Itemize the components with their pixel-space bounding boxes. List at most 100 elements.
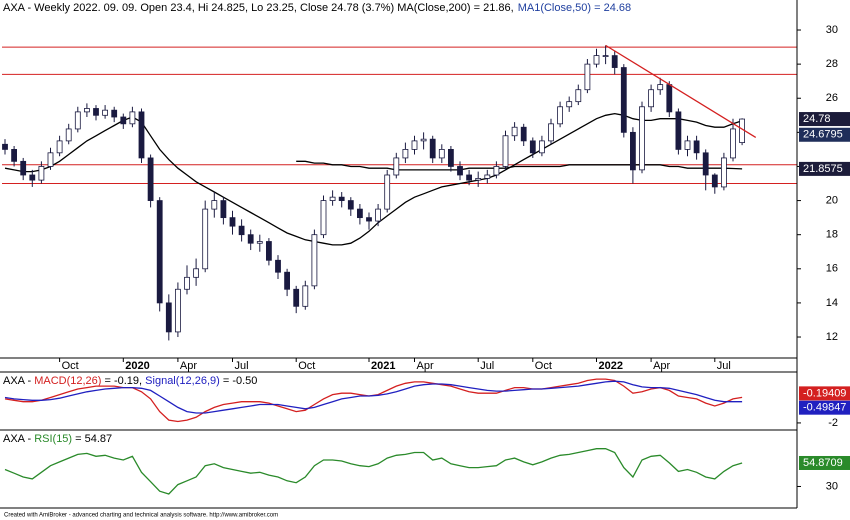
candle-body (366, 217, 372, 222)
candle-body (229, 217, 236, 227)
y-tick-label: 20 (826, 194, 838, 206)
candle-body (329, 196, 336, 201)
candle-body (147, 157, 154, 201)
y-tick-label: 30 (826, 480, 838, 492)
candle-body (129, 111, 136, 125)
rsi-line (4, 448, 743, 495)
candle-body (265, 241, 272, 261)
candle-body (502, 135, 509, 167)
candle-body (302, 285, 309, 307)
macd-line (4, 380, 743, 414)
value-box (799, 400, 850, 415)
value-box (799, 112, 850, 127)
candle-body (256, 241, 263, 244)
candle-body (174, 288, 181, 333)
x-tick-label: Apr (653, 360, 670, 372)
candle-body (575, 89, 582, 103)
candle-body (620, 67, 627, 133)
candle-body (520, 126, 527, 142)
y-tick-label: 30 (826, 24, 838, 36)
candle-body (602, 55, 609, 58)
candle-body (56, 140, 63, 154)
x-tick-label: Jul (480, 360, 494, 372)
title-part: = 54.87 (72, 433, 112, 445)
candle-body (475, 178, 482, 181)
candle-body (420, 138, 427, 142)
candle-body (493, 166, 500, 176)
candle-body (539, 140, 545, 154)
candle-body (639, 106, 645, 171)
candle-body (165, 302, 172, 333)
candle-body (402, 149, 409, 159)
candle-body (284, 271, 291, 290)
y-tick-label: 14 (826, 297, 838, 309)
moving-average (4, 112, 743, 246)
candle-body (293, 288, 300, 307)
candle-body (411, 140, 418, 150)
value-box-label: -0.19409 (803, 387, 846, 399)
candle-body (375, 208, 382, 222)
candle-body (466, 174, 473, 181)
panel-title: AXA - Weekly 2022. 09. 09. Open 23.4, Hi… (3, 2, 631, 14)
x-tick-label: Oct (535, 360, 552, 372)
candle-body (11, 149, 18, 162)
candle-body (730, 128, 736, 159)
footer: Created with AmiBroker - advanced charti… (4, 513, 278, 519)
candle-body (193, 268, 200, 278)
y-tick-label: 26 (826, 92, 838, 104)
candle-body (211, 200, 218, 210)
y-tick-label: 12 (826, 331, 838, 343)
candle-body (356, 208, 363, 219)
candle-body (111, 109, 118, 118)
candle-body (184, 276, 190, 290)
y-tick-label: 18 (826, 229, 838, 241)
candle-body (529, 140, 536, 154)
candle-body (648, 89, 654, 108)
value-box (799, 386, 850, 401)
title-part: RSI(15) (34, 433, 72, 445)
value-box (799, 127, 850, 142)
candle-body (247, 234, 254, 244)
x-tick-label: Jul (717, 360, 731, 372)
candle-body (484, 174, 491, 179)
candle-body (384, 174, 391, 210)
candle-body (566, 101, 573, 108)
candle-body (338, 196, 345, 201)
trend-line (605, 44, 757, 139)
x-tick-label: 2020 (125, 360, 149, 372)
value-box-label: 54.8709 (803, 457, 843, 469)
title-part: AXA - (3, 433, 34, 445)
candle-body (65, 128, 72, 142)
candle-body (548, 123, 554, 142)
candle-body (120, 116, 127, 125)
title-part: Signal(12,26,9) (145, 375, 220, 387)
title-part: = -0.19, (101, 375, 145, 387)
value-box (799, 455, 850, 470)
y-tick-label: 28 (826, 58, 838, 70)
value-box-label: 24.78 (803, 113, 831, 125)
value-box-label: 21.8575 (803, 163, 843, 175)
candle-body (666, 84, 673, 113)
candle-body (29, 174, 36, 181)
candle-body (429, 138, 436, 159)
x-tick-label: Oct (62, 360, 79, 372)
candle-body (202, 208, 209, 270)
title-part: AXA - Weekly 2022. 09. 09. Open 23.4, Hi… (3, 2, 514, 14)
x-tick-label: Apr (417, 360, 434, 372)
candle-body (238, 225, 245, 236)
candle-body (275, 259, 281, 273)
candle-body (84, 108, 90, 113)
candle-body (2, 143, 8, 150)
candle-body (675, 111, 682, 150)
value-box (799, 161, 850, 176)
x-tick-label: Jul (235, 360, 249, 372)
candle-body (693, 140, 700, 154)
panel-title: AXA - RSI(15) = 54.87 (3, 433, 112, 445)
candle-body (38, 166, 45, 181)
candle-body (156, 200, 163, 304)
y-tick-label: -2 (828, 417, 838, 429)
candle-body (657, 84, 664, 91)
candle-body (702, 152, 709, 176)
